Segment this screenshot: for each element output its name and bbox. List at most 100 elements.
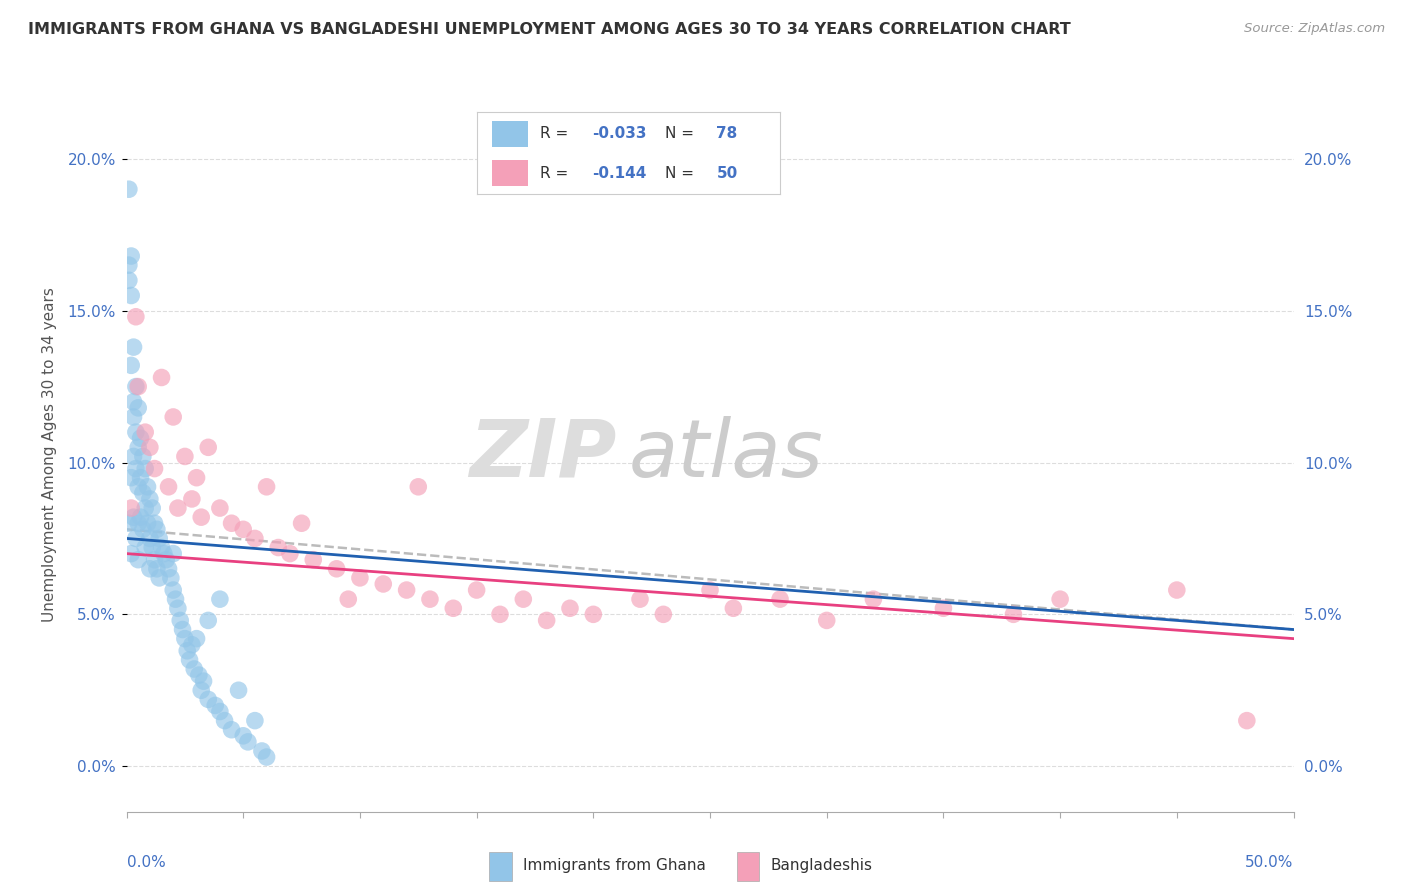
Text: IMMIGRANTS FROM GHANA VS BANGLADESHI UNEMPLOYMENT AMONG AGES 30 TO 34 YEARS CORR: IMMIGRANTS FROM GHANA VS BANGLADESHI UNE… (28, 22, 1071, 37)
Point (127, 401, 149, 415)
Point (127, 379, 149, 393)
Point (136, 516, 159, 531)
Point (441, 601, 464, 615)
Point (302, 552, 325, 566)
Point (157, 480, 180, 494)
Point (197, 692, 219, 706)
Point (129, 431, 152, 445)
Point (118, 258, 141, 272)
Point (179, 653, 201, 667)
Point (125, 461, 148, 475)
Text: atlas: atlas (628, 416, 823, 494)
Point (120, 501, 142, 516)
Point (125, 310, 148, 324)
Point (155, 552, 177, 566)
Point (221, 516, 243, 531)
Point (208, 592, 231, 607)
Point (652, 607, 675, 622)
Point (187, 668, 209, 682)
Point (150, 541, 173, 555)
Point (186, 471, 208, 485)
Point (250, 744, 273, 758)
Point (160, 571, 183, 585)
Point (153, 547, 176, 561)
Point (174, 450, 197, 464)
Point (256, 480, 278, 494)
Point (132, 450, 155, 464)
Point (699, 582, 721, 597)
Point (862, 592, 884, 607)
Point (290, 516, 312, 531)
Point (146, 522, 169, 536)
Point (208, 705, 231, 719)
Point (139, 562, 162, 576)
Point (180, 638, 202, 652)
Point (172, 623, 194, 637)
Point (489, 607, 512, 622)
Point (1166, 582, 1188, 597)
Point (127, 480, 149, 494)
Point (190, 510, 212, 524)
Point (143, 461, 166, 475)
Point (1049, 592, 1071, 607)
Point (465, 582, 488, 597)
Point (134, 425, 156, 439)
Point (419, 592, 441, 607)
Point (349, 571, 371, 585)
Point (723, 601, 745, 615)
Point (167, 601, 190, 615)
Point (120, 359, 142, 373)
Text: 50.0%: 50.0% (1246, 855, 1294, 870)
Point (143, 552, 166, 566)
Point (256, 750, 278, 764)
Point (236, 735, 259, 749)
Point (232, 522, 254, 536)
Point (232, 729, 254, 743)
Point (325, 562, 347, 576)
Point (157, 562, 180, 576)
Text: ZIP: ZIP (470, 416, 617, 494)
Point (122, 340, 145, 354)
Point (815, 614, 838, 628)
Point (120, 249, 142, 263)
Point (118, 516, 141, 531)
Point (122, 394, 145, 409)
Point (122, 409, 145, 424)
Point (228, 683, 250, 698)
Point (204, 698, 226, 713)
Point (408, 480, 430, 494)
Point (118, 182, 141, 196)
Point (536, 614, 558, 628)
Point (127, 552, 149, 566)
Point (141, 541, 163, 555)
Point (208, 501, 231, 516)
Point (243, 532, 266, 546)
Point (167, 501, 190, 516)
Point (1236, 714, 1258, 728)
Point (165, 592, 187, 607)
Point (134, 541, 156, 555)
Point (148, 532, 170, 546)
Point (512, 592, 534, 607)
Point (132, 522, 155, 536)
Point (120, 547, 142, 561)
Point (127, 440, 149, 454)
Point (190, 683, 212, 698)
Point (136, 480, 159, 494)
Point (558, 601, 581, 615)
Point (148, 571, 170, 585)
Point (337, 592, 360, 607)
Point (141, 501, 163, 516)
Point (120, 288, 142, 302)
Point (134, 461, 156, 475)
Point (162, 582, 184, 597)
Point (139, 532, 162, 546)
Point (150, 370, 173, 384)
Point (176, 644, 198, 658)
Point (125, 379, 148, 393)
Point (769, 592, 792, 607)
Point (174, 632, 197, 646)
Point (193, 674, 215, 689)
Point (139, 440, 162, 454)
Point (143, 516, 166, 531)
